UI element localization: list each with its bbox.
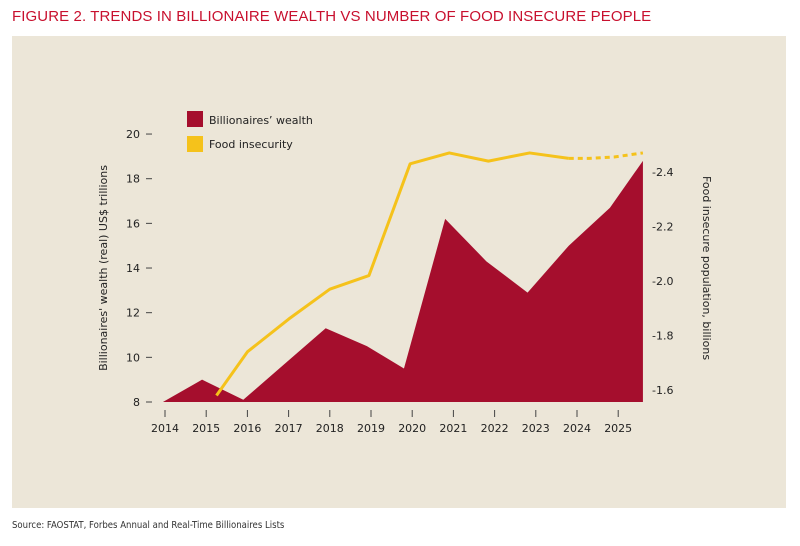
- x-tick-label: 2016: [233, 422, 261, 435]
- chart-panel: [12, 36, 786, 508]
- x-tick-label: 2014: [151, 422, 179, 435]
- y-right-tick-label: -1.8: [652, 330, 673, 343]
- y-right-tick-label: -2.4: [652, 166, 673, 179]
- source-note: Source: FAOSTAT, Forbes Annual and Real-…: [12, 520, 285, 531]
- x-tick-label: 2019: [357, 422, 385, 435]
- x-tick-label: 2018: [316, 422, 344, 435]
- legend-swatch-food: [187, 136, 203, 152]
- y-right-tick-label: -1.6: [652, 384, 673, 397]
- y-left-tick-label: 18: [126, 173, 140, 186]
- legend-label-food: Food insecurity: [209, 138, 293, 151]
- x-tick-label: 2024: [563, 422, 591, 435]
- y-right-tick-label: -2.0: [652, 275, 673, 288]
- legend-label-wealth: Billionaires’ wealth: [209, 114, 313, 127]
- x-tick-label: 2022: [481, 422, 509, 435]
- y-axis-left-label: Billionaires' wealth (real) US$ trillion…: [97, 165, 110, 371]
- figure-title: FIGURE 2. TRENDS IN BILLIONAIRE WEALTH V…: [12, 8, 652, 25]
- y-left-tick-label: 16: [126, 217, 140, 230]
- y-left-tick-label: 10: [126, 351, 140, 364]
- y-right-tick-label: -2.2: [652, 221, 673, 234]
- legend-swatch-wealth: [187, 111, 203, 127]
- y-left-tick-label: 12: [126, 307, 140, 320]
- x-tick-label: 2015: [192, 422, 220, 435]
- y-axis-right-label: Food insecure population, billions: [700, 176, 713, 360]
- food-insecurity-projection-line: [568, 151, 644, 160]
- x-tick-label: 2017: [275, 422, 303, 435]
- x-tick-label: 2023: [522, 422, 550, 435]
- legend: Billionaires’ wealth Food insecurity: [187, 111, 313, 152]
- wealth-area: [162, 160, 643, 402]
- food-insecurity-line: [215, 151, 569, 397]
- y-left-tick-label: 20: [126, 128, 140, 141]
- x-tick-label: 2020: [398, 422, 426, 435]
- y-left-tick-label: 14: [126, 262, 140, 275]
- y-left-tick-label: 8: [133, 396, 140, 409]
- x-tick-label: 2025: [604, 422, 632, 435]
- x-tick-label: 2021: [439, 422, 467, 435]
